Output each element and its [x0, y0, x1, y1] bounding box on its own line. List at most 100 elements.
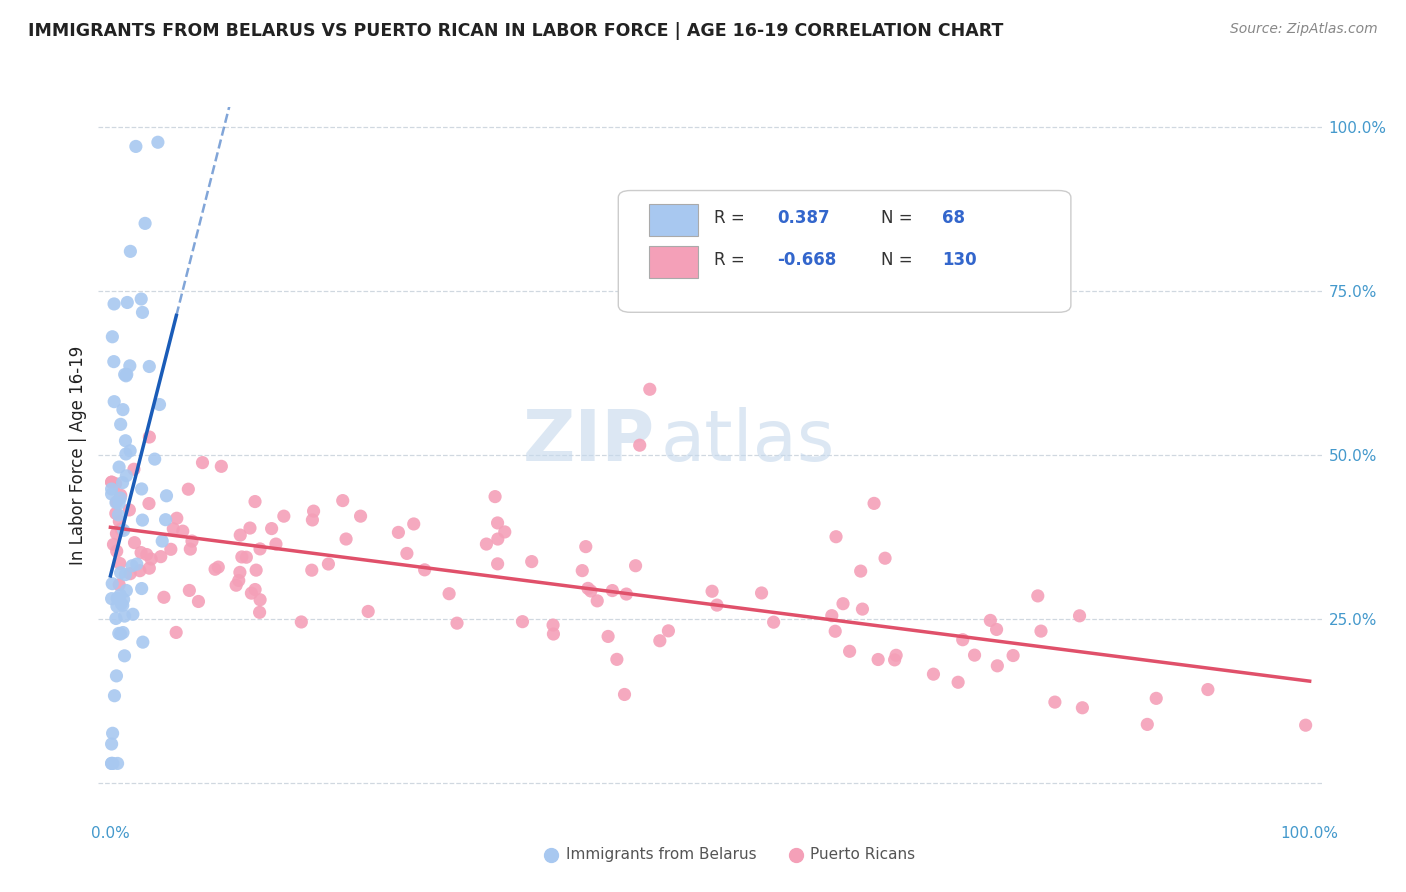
Point: [100, 475, 122, 490]
Point: [1071, 700, 1094, 714]
Point: [108, 514, 131, 528]
Point: [104, 507, 127, 521]
Point: [103, 297, 125, 311]
Point: [104, 495, 127, 509]
Point: [446, 616, 468, 631]
Point: [100, 482, 122, 496]
Point: [318, 557, 340, 571]
Point: [105, 591, 128, 606]
Text: 0.387: 0.387: [778, 210, 830, 227]
Point: [114, 434, 136, 448]
Point: [138, 359, 160, 374]
Point: [387, 525, 409, 540]
Point: [484, 490, 506, 504]
FancyBboxPatch shape: [650, 246, 697, 277]
Point: [100, 475, 122, 490]
Point: [120, 566, 142, 581]
Point: [115, 368, 138, 382]
Point: [832, 597, 855, 611]
Point: [821, 608, 844, 623]
Text: 130: 130: [942, 252, 977, 269]
Point: [172, 524, 194, 538]
Point: [108, 557, 131, 571]
Point: [132, 635, 155, 649]
Point: [571, 564, 593, 578]
Point: [111, 625, 134, 640]
FancyBboxPatch shape: [619, 191, 1071, 312]
Point: [155, 513, 177, 527]
Point: [1069, 608, 1091, 623]
Point: [107, 756, 129, 771]
Point: [240, 586, 263, 600]
Point: [209, 459, 232, 474]
Point: [118, 359, 141, 373]
Point: [486, 557, 509, 571]
FancyBboxPatch shape: [650, 204, 697, 235]
Point: [1029, 624, 1052, 639]
Point: [114, 368, 136, 382]
Point: [128, 564, 150, 578]
Point: [179, 542, 201, 557]
Point: [486, 532, 509, 546]
Point: [100, 737, 122, 751]
Point: [332, 493, 354, 508]
Point: [613, 688, 636, 702]
Point: [1002, 648, 1025, 663]
Text: R =: R =: [714, 210, 744, 227]
Point: [249, 592, 271, 607]
Point: [124, 535, 146, 549]
Point: [628, 438, 651, 452]
Point: [103, 537, 125, 551]
Point: [129, 292, 152, 306]
Point: [101, 576, 124, 591]
Text: 0.0%: 0.0%: [91, 826, 129, 841]
Point: [122, 607, 145, 622]
Text: Immigrants from Belarus: Immigrants from Belarus: [565, 847, 756, 863]
Point: [1295, 718, 1317, 732]
Point: [986, 623, 1008, 637]
Point: [141, 552, 163, 566]
Point: [105, 526, 128, 541]
Point: [103, 394, 125, 409]
Text: atlas: atlas: [661, 407, 835, 475]
Point: [1144, 691, 1167, 706]
Point: [108, 496, 131, 510]
Point: [115, 583, 138, 598]
Point: [863, 496, 886, 510]
Text: Puerto Ricans: Puerto Ricans: [810, 847, 915, 863]
Point: [849, 564, 872, 578]
Point: [225, 578, 247, 592]
Point: [648, 633, 671, 648]
Point: [586, 594, 609, 608]
Point: [118, 503, 141, 517]
Point: [207, 560, 229, 574]
Point: [115, 468, 138, 483]
Point: [231, 549, 253, 564]
Point: [103, 354, 125, 368]
Point: [105, 495, 128, 509]
Point: [762, 615, 785, 630]
Point: [245, 563, 267, 577]
Point: [115, 447, 138, 461]
Point: [706, 598, 728, 612]
Point: [138, 430, 160, 444]
Point: [235, 550, 257, 565]
Point: [110, 417, 132, 432]
Point: [357, 604, 380, 618]
Point: [638, 382, 661, 396]
Point: [177, 482, 200, 496]
Point: [105, 599, 128, 614]
Point: [131, 482, 153, 496]
Point: [103, 689, 125, 703]
Point: [946, 675, 969, 690]
Point: [290, 615, 312, 629]
Point: [138, 496, 160, 510]
Point: [260, 522, 283, 536]
Point: [575, 540, 598, 554]
Point: [413, 563, 436, 577]
Point: [165, 625, 187, 640]
Point: [239, 521, 262, 535]
Text: N =: N =: [882, 252, 912, 269]
Point: [110, 522, 132, 536]
Point: [114, 648, 136, 663]
